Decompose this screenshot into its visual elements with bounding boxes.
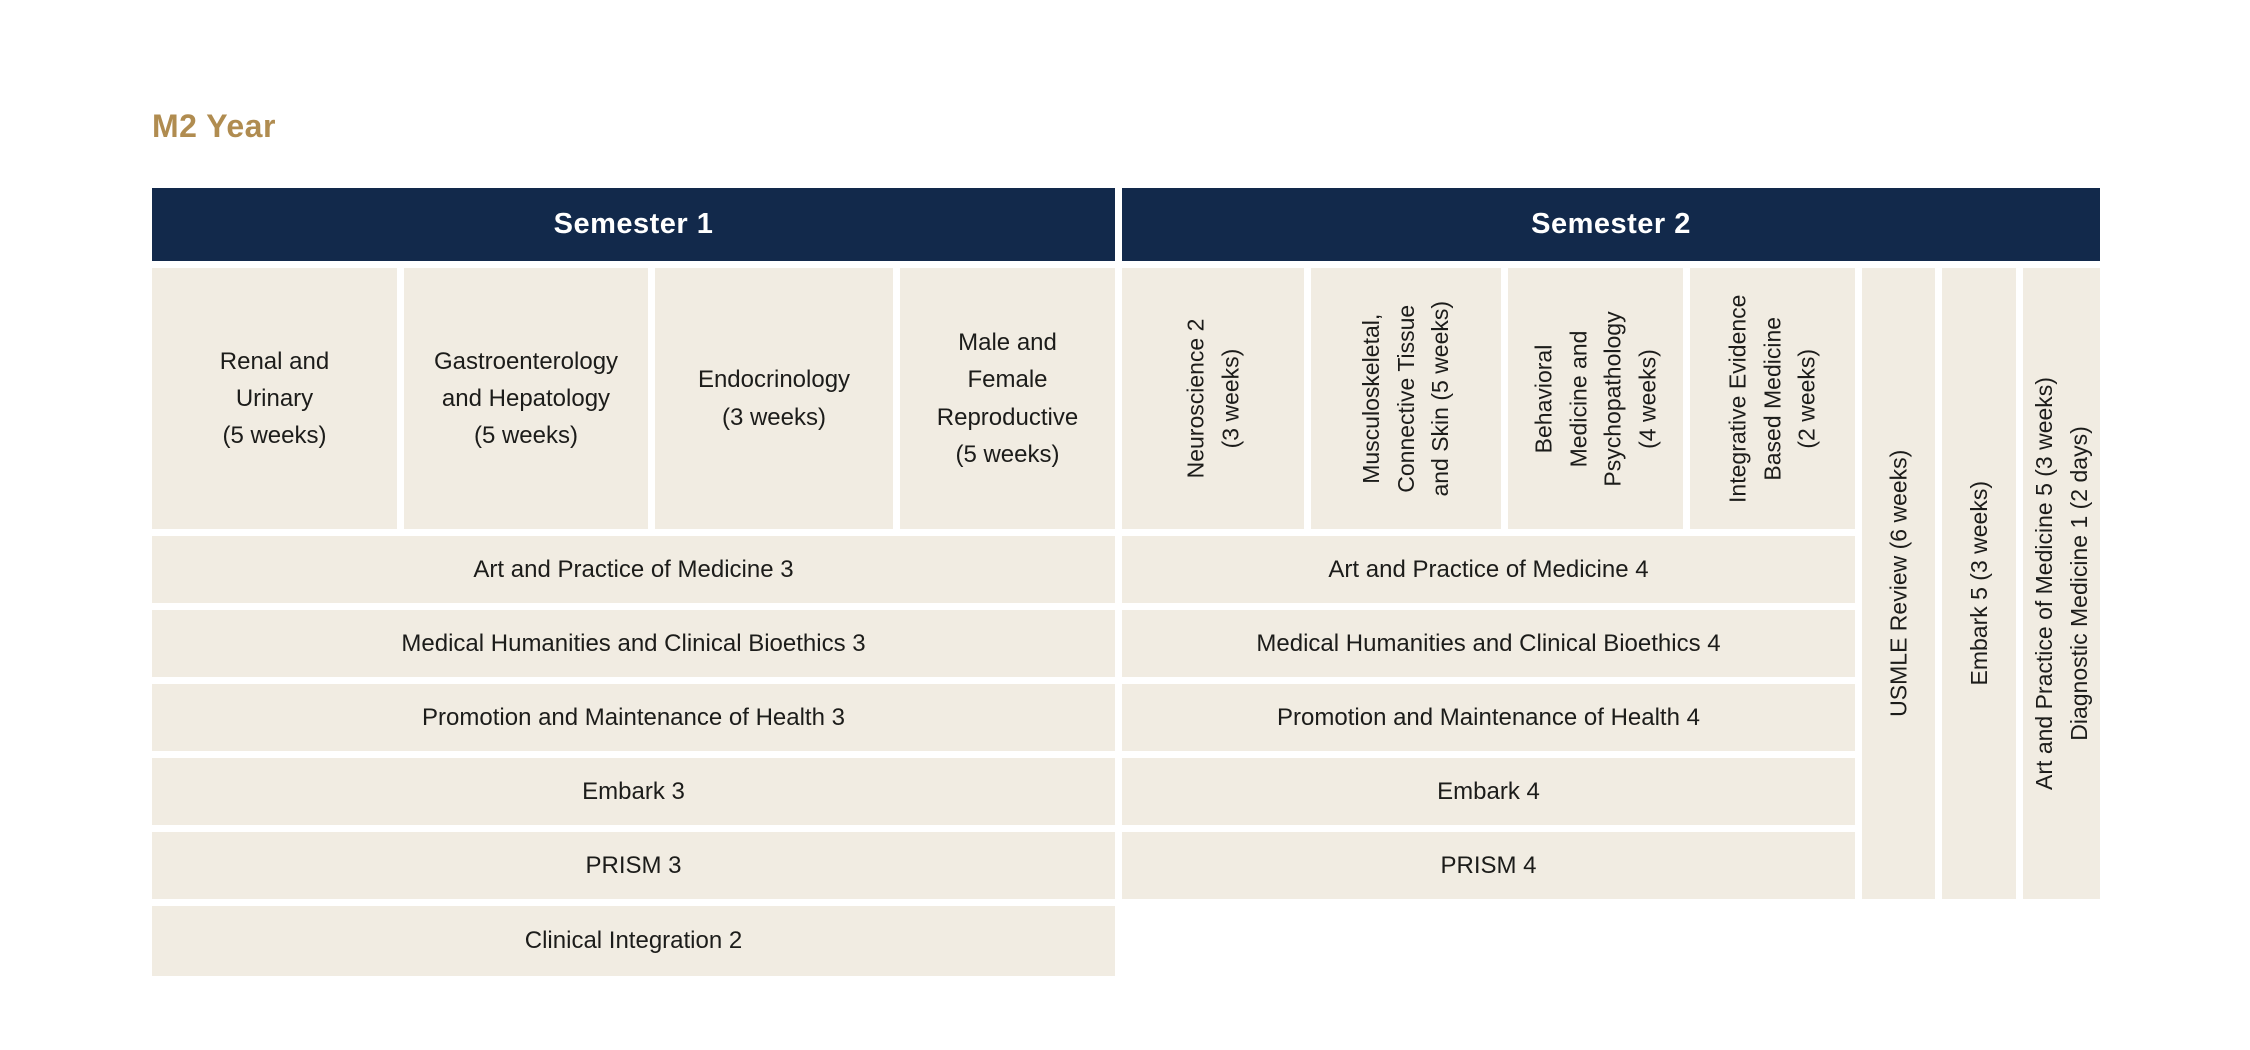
- module-label: Neuroscience 2 (3 weeks): [1182, 318, 1244, 479]
- row-label: Art and Practice of Medicine 3: [473, 555, 794, 583]
- row-label: PRISM 3: [585, 851, 682, 879]
- page-title: M2 Year: [152, 108, 276, 144]
- module-label: Endocrinology (3 weeks): [697, 366, 851, 431]
- row-embark-3: Embark 3: [152, 758, 1115, 825]
- module-cell-integrative-evidence-based-medicine: Integrative Evidence Based Medicine (2 w…: [1690, 268, 1855, 529]
- semester-2-header: Semester 2: [1122, 188, 2100, 261]
- module-cell-endocrinology: Endocrinology (3 weeks): [655, 268, 893, 529]
- row-label: Medical Humanities and Clinical Bioethic…: [401, 629, 866, 657]
- module-label: Male and Female Reproductive (5 weeks): [936, 329, 1079, 468]
- module-label: Integrative Evidence Based Medicine (2 w…: [1724, 294, 1820, 503]
- row-label: Embark 3: [582, 777, 685, 805]
- row-art-and-practice-of-medicine-4: Art and Practice of Medicine 4: [1122, 536, 1855, 603]
- row-medical-humanities-clinical-bioethics-3: Medical Humanities and Clinical Bioethic…: [152, 610, 1115, 677]
- row-promotion-maintenance-of-health-4: Promotion and Maintenance of Health 4: [1122, 684, 1855, 751]
- row-label: Promotion and Maintenance of Health 3: [422, 703, 845, 731]
- module-label: Gastroenterology and Hepatology (5 weeks…: [433, 347, 619, 450]
- module-cell-musculoskeletal-connective-tissue-skin: Musculoskeletal, Connective Tissue and S…: [1311, 268, 1501, 529]
- row-label: Promotion and Maintenance of Health 4: [1277, 703, 1700, 731]
- tall-cell-art-practice-medicine-5-diagnostic-medicine-1: Art and Practice of Medicine 5 (3 weeks)…: [2023, 268, 2100, 899]
- row-promotion-maintenance-of-health-3: Promotion and Maintenance of Health 3: [152, 684, 1115, 751]
- row-prism-4: PRISM 4: [1122, 832, 1855, 899]
- module-cell-gastroenterology-and-hepatology: Gastroenterology and Hepatology (5 weeks…: [404, 268, 648, 529]
- module-label: USMLE Review (6 weeks): [1885, 449, 1912, 718]
- row-label: PRISM 4: [1440, 851, 1537, 879]
- row-label: Embark 4: [1437, 777, 1540, 805]
- row-clinical-integration-2: Clinical Integration 2: [152, 906, 1115, 976]
- row-art-and-practice-of-medicine-3: Art and Practice of Medicine 3: [152, 536, 1115, 603]
- tall-cell-embark-5: Embark 5 (3 weeks): [1942, 268, 2016, 899]
- module-label: Musculoskeletal, Connective Tissue and S…: [1358, 300, 1454, 497]
- module-cell-neuroscience-2: Neuroscience 2 (3 weeks): [1122, 268, 1304, 529]
- module-label: Art and Practice of Medicine 5 (3 weeks)…: [2031, 377, 2092, 790]
- module-label: Behavioral Medicine and Psychopathology …: [1530, 310, 1661, 487]
- module-cell-renal-and-urinary: Renal and Urinary (5 weeks): [152, 268, 397, 529]
- module-label: Embark 5 (3 weeks): [1965, 481, 1992, 686]
- semester-1-header: Semester 1: [152, 188, 1115, 261]
- row-prism-3: PRISM 3: [152, 832, 1115, 899]
- row-label: Medical Humanities and Clinical Bioethic…: [1256, 629, 1721, 657]
- module-cell-male-and-female-reproductive: Male and Female Reproductive (5 weeks): [900, 268, 1115, 529]
- row-label: Art and Practice of Medicine 4: [1328, 555, 1649, 583]
- module-cell-behavioral-medicine-psychopathology: Behavioral Medicine and Psychopathology …: [1508, 268, 1683, 529]
- row-medical-humanities-clinical-bioethics-4: Medical Humanities and Clinical Bioethic…: [1122, 610, 1855, 677]
- module-label: Renal and Urinary (5 weeks): [219, 347, 330, 450]
- row-embark-4: Embark 4: [1122, 758, 1855, 825]
- tall-cell-usmle-review: USMLE Review (6 weeks): [1862, 268, 1935, 899]
- row-label: Clinical Integration 2: [524, 927, 743, 955]
